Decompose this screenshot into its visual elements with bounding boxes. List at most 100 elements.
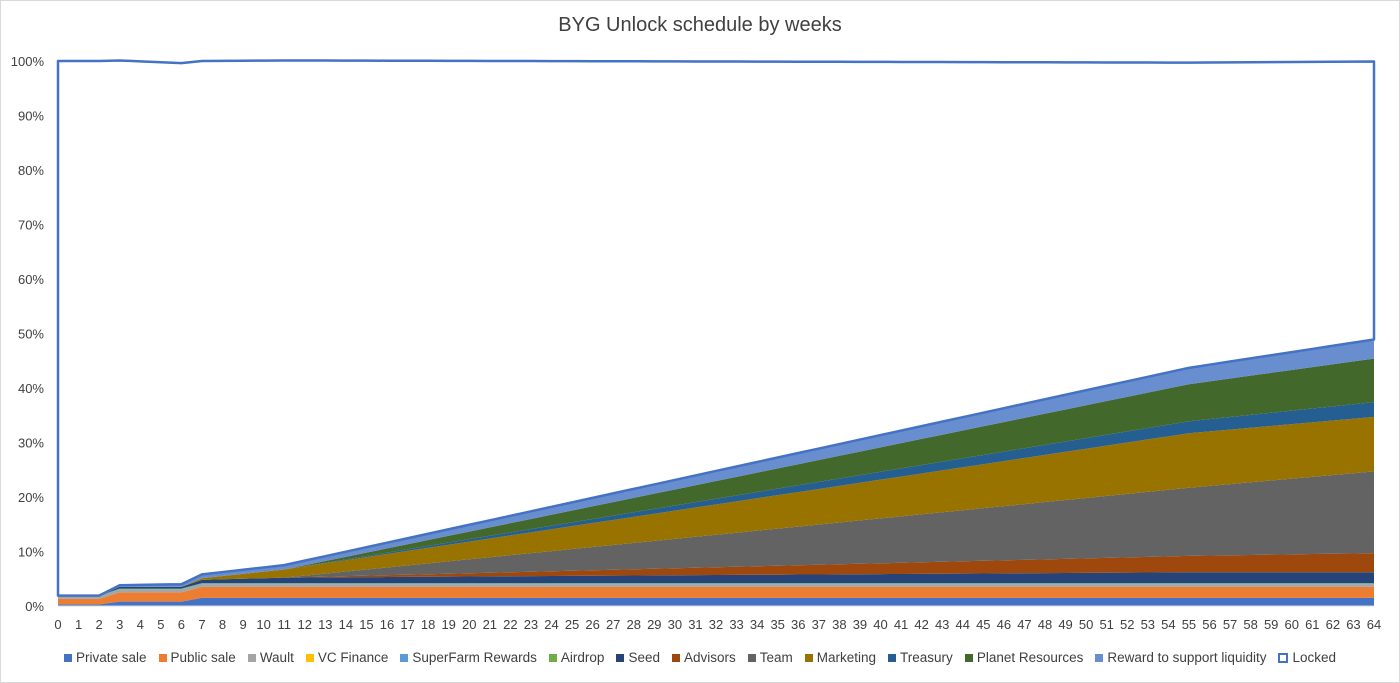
- y-tick-label: 80%: [18, 163, 44, 178]
- legend-item-superfarm-rewards: SuperFarm Rewards: [400, 650, 537, 665]
- chart-title: BYG Unlock schedule by weeks: [558, 14, 842, 36]
- legend-label: Locked: [1292, 650, 1337, 665]
- x-tick-label: 54: [1161, 617, 1175, 632]
- x-tick-label: 59: [1264, 617, 1278, 632]
- x-tick-label: 6: [178, 617, 185, 632]
- x-tick-label: 4: [137, 617, 144, 632]
- area-series-group: [56, 59, 1376, 606]
- x-tick-label: 33: [729, 617, 743, 632]
- x-tick-label: 25: [565, 617, 579, 632]
- legend-label: Private sale: [75, 650, 147, 665]
- legend-swatch: [1278, 652, 1289, 663]
- x-tick-label: 57: [1223, 617, 1237, 632]
- y-tick-label: 20%: [18, 490, 44, 505]
- x-tick-label: 23: [524, 617, 538, 632]
- area-series-seed: [58, 572, 1374, 596]
- area-series-reward-to-support-liquidity: [58, 339, 1374, 596]
- y-tick-label: 10%: [18, 545, 44, 560]
- x-tick-label: 63: [1346, 617, 1360, 632]
- legend-item-airdrop: Airdrop: [548, 650, 605, 665]
- legend-item-treasury: Treasury: [888, 650, 953, 665]
- x-tick-label: 39: [853, 617, 867, 632]
- legend-swatch: [305, 653, 314, 662]
- chart-legend: Private sale Public sale Wault VC Finance Su…: [0, 650, 1400, 665]
- x-tick-label: 29: [647, 617, 661, 632]
- legend-swatch: [888, 653, 897, 662]
- area-series-private-sale: [58, 597, 1374, 606]
- x-tick-label: 16: [380, 617, 394, 632]
- legend-swatch: [671, 653, 680, 662]
- x-tick-label: 14: [339, 617, 353, 632]
- x-tick-label: 48: [1038, 617, 1052, 632]
- x-axis-ticks: 0 1 2 3 4 5 6 7 8 9 10 11 12 13 14 15 16 17 18 19 20 21 22 23 24…: [54, 617, 1381, 632]
- x-tick-label: 56: [1202, 617, 1216, 632]
- legend-swatch: [400, 653, 409, 662]
- x-tick-label: 50: [1079, 617, 1093, 632]
- x-tick-label: 24: [544, 617, 558, 632]
- x-tick-label: 53: [1141, 617, 1155, 632]
- x-tick-label: 55: [1182, 617, 1196, 632]
- legend-item-public-sale: Public sale: [158, 650, 236, 665]
- y-tick-label: 50%: [18, 327, 44, 342]
- legend-swatch: [804, 653, 813, 662]
- legend-label: Marketing: [816, 650, 877, 665]
- x-tick-label: 37: [812, 617, 826, 632]
- legend-item-advisors: Advisors: [671, 650, 736, 665]
- x-tick-label: 41: [894, 617, 908, 632]
- legend-label: Wault: [259, 650, 294, 665]
- legend-swatch: [964, 653, 973, 662]
- legend-label: Airdrop: [560, 650, 605, 665]
- legend-item-marketing: Marketing: [804, 650, 877, 665]
- x-tick-label: 21: [483, 617, 497, 632]
- area-series-public-sale: [58, 586, 1374, 605]
- x-tick-label: 15: [359, 617, 373, 632]
- x-tick-label: 38: [832, 617, 846, 632]
- legend-swatch: [158, 653, 167, 662]
- x-tick-label: 7: [198, 617, 205, 632]
- x-tick-label: 64: [1367, 617, 1381, 632]
- legend-item-reward-to-support-liquidity: Reward to support liquidity: [1095, 650, 1266, 665]
- y-tick-label: 0%: [25, 599, 44, 614]
- x-tick-label: 13: [318, 617, 332, 632]
- x-tick-label: 5: [157, 617, 164, 632]
- x-tick-label: 47: [1017, 617, 1031, 632]
- x-tick-label: 12: [298, 617, 312, 632]
- x-tick-label: 30: [668, 617, 682, 632]
- legend-item-locked: Locked: [1278, 650, 1336, 665]
- x-tick-label: 61: [1305, 617, 1319, 632]
- legend-label: VC Finance: [317, 650, 389, 665]
- x-tick-label: 26: [585, 617, 599, 632]
- x-tick-label: 36: [791, 617, 805, 632]
- x-tick-label: 28: [627, 617, 641, 632]
- area-series-treasury: [58, 402, 1374, 596]
- x-tick-label: 32: [709, 617, 723, 632]
- legend-label: Advisors: [683, 650, 736, 665]
- x-tick-label: 19: [441, 617, 455, 632]
- legend-item-wault: Wault: [247, 650, 294, 665]
- x-tick-label: 44: [956, 617, 970, 632]
- y-tick-label: 100%: [11, 54, 45, 69]
- area-series-marketing: [58, 416, 1374, 596]
- x-tick-label: 51: [1099, 617, 1113, 632]
- x-tick-label: 35: [770, 617, 784, 632]
- x-tick-label: 60: [1285, 617, 1299, 632]
- legend-item-vc-finance: VC Finance: [305, 650, 389, 665]
- y-axis-ticks: 0% 10% 20% 30% 40% 50% 60% 70% 80% 90% 100%: [11, 54, 45, 614]
- x-tick-label: 52: [1120, 617, 1134, 632]
- area-series-planet-resources: [58, 358, 1374, 596]
- legend-item-seed: Seed: [616, 650, 660, 665]
- legend-swatch: [63, 653, 72, 662]
- x-tick-label: 40: [873, 617, 887, 632]
- x-tick-label: 49: [1058, 617, 1072, 632]
- x-tick-label: 45: [976, 617, 990, 632]
- x-tick-label: 27: [606, 617, 620, 632]
- x-tick-label: 31: [688, 617, 702, 632]
- y-tick-label: 90%: [18, 109, 44, 124]
- x-tick-label: 20: [462, 617, 476, 632]
- legend-label: SuperFarm Rewards: [412, 650, 537, 665]
- x-tick-label: 3: [116, 617, 123, 632]
- legend-label: Public sale: [170, 650, 236, 665]
- x-tick-label: 34: [750, 617, 764, 632]
- legend-swatch: [1095, 653, 1104, 662]
